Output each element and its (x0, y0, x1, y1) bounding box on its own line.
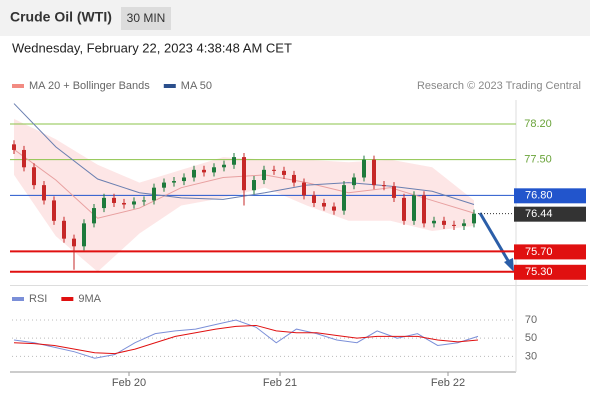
x-tick-label: Feb 22 (431, 377, 465, 389)
candle-body (252, 180, 256, 191)
rsi-line (13, 324, 479, 355)
rsi-line (13, 319, 479, 359)
x-tick-label: Feb 20 (112, 377, 146, 389)
candle-body (62, 220, 66, 239)
candle-body (332, 206, 336, 211)
candle-body (132, 201, 136, 205)
interval: 30 MIN (127, 11, 166, 25)
level-label: 76.44 (525, 208, 553, 220)
candle-body (282, 170, 286, 175)
candle-body (142, 200, 146, 202)
candle-body (432, 220, 436, 224)
candle-body (22, 149, 26, 168)
candle-body (342, 185, 346, 211)
level-label: 75.70 (525, 246, 553, 258)
legend-swatch (61, 297, 74, 301)
candle-body (92, 208, 96, 224)
legend-swatch (163, 84, 176, 88)
credit: Research © 2023 Trading Central (417, 80, 581, 92)
candle-body (122, 202, 126, 205)
level-label: 78.20 (524, 118, 552, 130)
candle-body (442, 220, 446, 225)
candle-body (42, 185, 46, 201)
candle-body (182, 177, 186, 182)
candle-body (152, 187, 156, 201)
candle-body (162, 182, 166, 188)
y-tick-label: 50 (525, 332, 537, 344)
candle-body (262, 169, 266, 181)
candle-body (402, 197, 406, 221)
level-box (514, 206, 586, 222)
candle-body (102, 197, 106, 209)
legend-swatch (12, 297, 24, 301)
candle-body (12, 144, 16, 150)
interval-box (121, 7, 171, 30)
candle-body (192, 169, 196, 178)
legend-swatch (12, 84, 24, 88)
candle-body (212, 167, 216, 173)
candle-body (82, 223, 86, 247)
level-box (514, 244, 586, 260)
candle-body (392, 186, 396, 198)
bollinger-band (14, 118, 474, 272)
legend-label: MA 20 + Bollinger Bands (29, 80, 150, 92)
level-box (514, 264, 586, 280)
candle-body (422, 195, 426, 224)
candle-body (172, 181, 176, 183)
x-tick-label: Feb 21 (263, 377, 297, 389)
legend-label: RSI (29, 293, 47, 305)
candle-body (292, 174, 296, 183)
arrow-head (504, 258, 514, 272)
level-label: 75.30 (525, 266, 553, 278)
candle-body (272, 169, 276, 171)
header-bar (0, 0, 590, 36)
candle-body (472, 213, 476, 224)
candle-body (222, 164, 226, 168)
candle-body (112, 197, 116, 203)
candle-body (32, 167, 36, 186)
legend-label: MA 50 (181, 80, 212, 92)
candle-body (232, 157, 236, 165)
candle-body (452, 224, 456, 226)
level-box (514, 188, 586, 204)
divider (10, 285, 588, 286)
candle-body (202, 169, 206, 173)
candle-body (362, 159, 366, 178)
y-tick-label: 30 (525, 350, 537, 362)
candle-body (462, 223, 466, 226)
y-tick-label: 70 (525, 314, 537, 326)
candle-body (352, 177, 356, 186)
forecast-arrow (478, 212, 512, 265)
title: Crude Oil (WTI) (10, 9, 112, 25)
candle-body (302, 182, 306, 196)
date: Wednesday, February 22, 2023 4:38:48 AM … (12, 40, 292, 55)
legend-label: 9MA (78, 293, 101, 305)
candle-body (242, 157, 246, 191)
candle-body (412, 195, 416, 221)
candle-body (312, 195, 316, 203)
candle-body (322, 202, 326, 207)
candle-body (372, 159, 376, 186)
level-label: 77.50 (524, 154, 552, 166)
candle-body (382, 185, 386, 187)
candle-body (72, 238, 76, 247)
candle-body (52, 200, 56, 221)
level-label: 76.80 (525, 190, 553, 202)
